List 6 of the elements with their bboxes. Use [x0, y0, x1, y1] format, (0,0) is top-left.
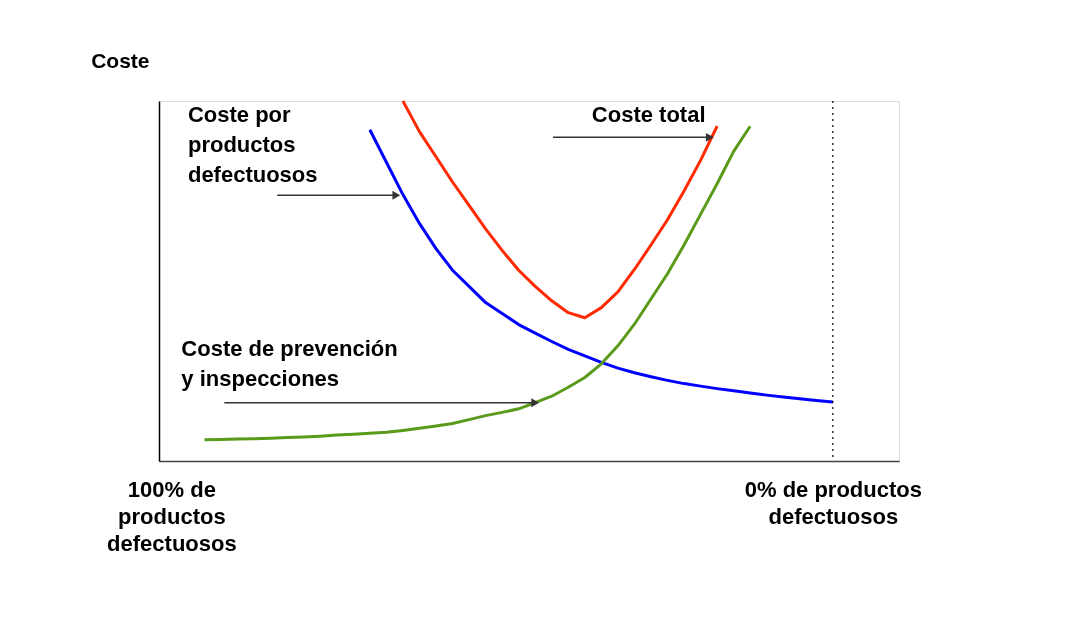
y-axis-title: Coste [91, 48, 150, 72]
series-label: Coste de prevención y inspecciones [181, 335, 398, 391]
x-tick-label: 0% de productos defectuosos [744, 476, 922, 529]
series-label: Coste total [591, 101, 706, 127]
text: Coste por productos defectuosos [187, 101, 318, 187]
x-tick-label: 100% de productos defectuosos [107, 476, 237, 556]
